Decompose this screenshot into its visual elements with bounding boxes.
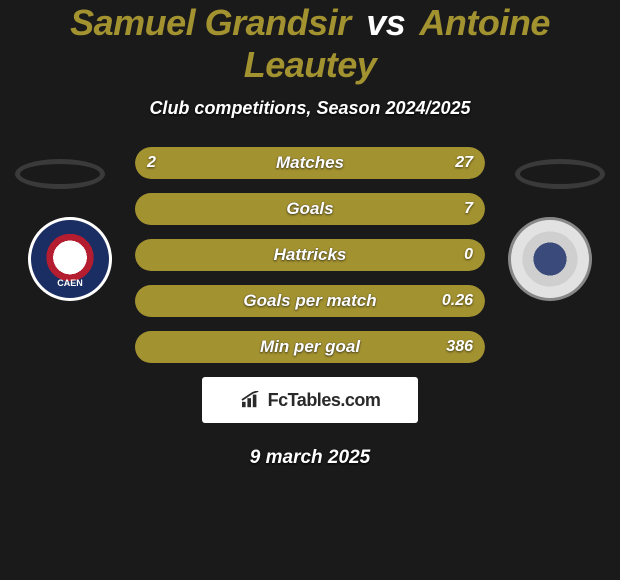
stat-right-value: 27: [443, 147, 485, 179]
stat-right-value: 0: [452, 239, 485, 271]
content-area: 2Matches27 Goals7 Hattricks0 Goals per matc…: [0, 147, 620, 469]
date-text: 9 march 2025: [0, 447, 620, 469]
page-title: Samuel Grandsir vs Antoine Leautey: [0, 2, 620, 86]
vs-text: vs: [360, 2, 411, 43]
subtitle: Club competitions, Season 2024/2025: [0, 98, 620, 119]
stat-label: Min per goal: [135, 331, 485, 363]
brand-badge: FcTables.com: [202, 377, 418, 423]
stat-right-value: 0.26: [430, 285, 485, 317]
stat-label: Hattricks: [135, 239, 485, 271]
stat-right-value: 386: [434, 331, 485, 363]
stat-row: Hattricks0: [135, 239, 485, 271]
player2-club-crest: [508, 217, 592, 301]
player1-flag: [15, 159, 105, 189]
stat-right-value: 7: [452, 193, 485, 225]
stat-bars: 2Matches27 Goals7 Hattricks0 Goals per matc…: [135, 147, 485, 363]
stat-row: 2Matches27: [135, 147, 485, 179]
stat-label: Matches: [135, 147, 485, 179]
stat-row: Min per goal386: [135, 331, 485, 363]
player1-club-crest: [28, 217, 112, 301]
brand-chart-icon: [240, 391, 262, 409]
player2-flag: [515, 159, 605, 189]
comparison-infographic: Samuel Grandsir vs Antoine Leautey Club …: [0, 0, 620, 469]
player1-name: Samuel Grandsir: [70, 2, 351, 43]
stat-row: Goals per match0.26: [135, 285, 485, 317]
stat-label: Goals: [135, 193, 485, 225]
stat-row: Goals7: [135, 193, 485, 225]
brand-text: FcTables.com: [268, 390, 381, 411]
